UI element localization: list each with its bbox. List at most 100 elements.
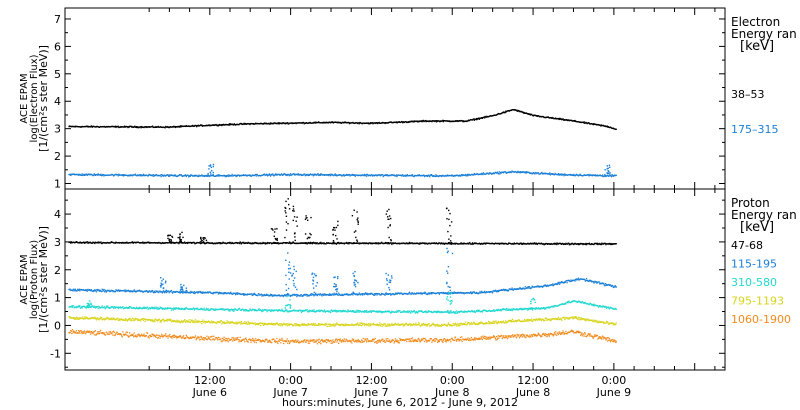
data-point [304, 173, 306, 175]
spike-point [336, 277, 339, 280]
data-point [363, 293, 366, 296]
data-point [418, 243, 420, 245]
data-point [363, 173, 366, 176]
data-point [216, 125, 218, 127]
spike-point [390, 239, 392, 241]
data-point [371, 242, 373, 244]
data-point [416, 120, 418, 122]
data-point [341, 310, 343, 312]
data-point [138, 290, 140, 292]
data-point [131, 174, 133, 176]
data-point [454, 312, 456, 314]
spike-point [284, 206, 286, 209]
spike-point [305, 215, 307, 217]
spike-point [200, 236, 202, 239]
data-point [149, 290, 151, 292]
data-point [549, 172, 551, 174]
data-point [268, 122, 270, 124]
spike-point [388, 218, 390, 220]
data-point [384, 311, 386, 313]
data-point [435, 121, 438, 123]
data-point [587, 279, 589, 282]
data-point [226, 175, 229, 177]
data-point [356, 293, 358, 295]
data-point [351, 310, 353, 312]
data-point [563, 243, 565, 246]
data-point [406, 175, 408, 177]
data-point [201, 174, 203, 176]
data-point [365, 174, 367, 176]
data-point [172, 126, 174, 128]
data-point [277, 241, 279, 244]
data-point [203, 307, 205, 309]
data-point [371, 122, 374, 124]
data-point [313, 310, 316, 312]
data-point [174, 126, 177, 129]
data-point [185, 125, 187, 128]
data-point [475, 310, 477, 313]
data-point [426, 174, 428, 177]
spike-point [307, 236, 310, 239]
data-point [317, 173, 319, 175]
spike-point [354, 279, 357, 281]
data-point [448, 120, 450, 122]
data-point [299, 309, 301, 311]
data-point [200, 175, 202, 177]
data-point [151, 125, 154, 127]
data-point [90, 289, 92, 291]
data-point [384, 310, 387, 312]
legend-title: Energy ran [731, 27, 797, 41]
data-point [272, 123, 274, 125]
data-point [322, 310, 324, 312]
spike-point [209, 171, 211, 173]
spike-point [171, 236, 174, 238]
data-point [485, 292, 487, 294]
spike-point [296, 288, 298, 291]
data-point [273, 295, 275, 297]
spike-point [311, 272, 314, 274]
data-point [588, 242, 590, 244]
data-point [164, 308, 166, 310]
data-point [78, 288, 80, 290]
data-point [97, 307, 99, 310]
data-point [553, 284, 555, 286]
data-point [288, 293, 290, 296]
data-point [584, 280, 586, 282]
data-point [450, 243, 453, 245]
data-point [358, 309, 360, 312]
spike-point [309, 242, 311, 244]
data-point [369, 293, 371, 295]
data-point [311, 310, 313, 312]
data-point [338, 310, 340, 313]
spike-point [210, 173, 212, 175]
data-point [105, 291, 107, 293]
data-point [380, 312, 383, 314]
data-point [374, 294, 376, 296]
data-point [463, 311, 465, 314]
data-point [518, 171, 521, 173]
data-point [363, 243, 365, 245]
data-point [485, 243, 487, 245]
spike-point [180, 283, 182, 286]
data-point [376, 122, 378, 124]
data-point [540, 243, 542, 245]
data-point [102, 290, 104, 292]
data-point [348, 243, 350, 245]
data-point [309, 242, 311, 245]
data-point [180, 291, 182, 293]
data-point [497, 171, 499, 173]
legend-title: [keV] [740, 39, 774, 54]
data-point [528, 287, 530, 289]
data-point [317, 122, 319, 124]
y-tick-label: -1 [50, 347, 61, 360]
data-point [564, 281, 566, 283]
data-point [105, 290, 107, 292]
data-point [121, 242, 123, 244]
data-point [380, 294, 382, 296]
data-point [200, 308, 202, 310]
spike-point [446, 282, 448, 285]
data-point [150, 290, 153, 293]
data-point [355, 311, 357, 313]
data-point [504, 111, 506, 114]
data-point [461, 310, 463, 312]
